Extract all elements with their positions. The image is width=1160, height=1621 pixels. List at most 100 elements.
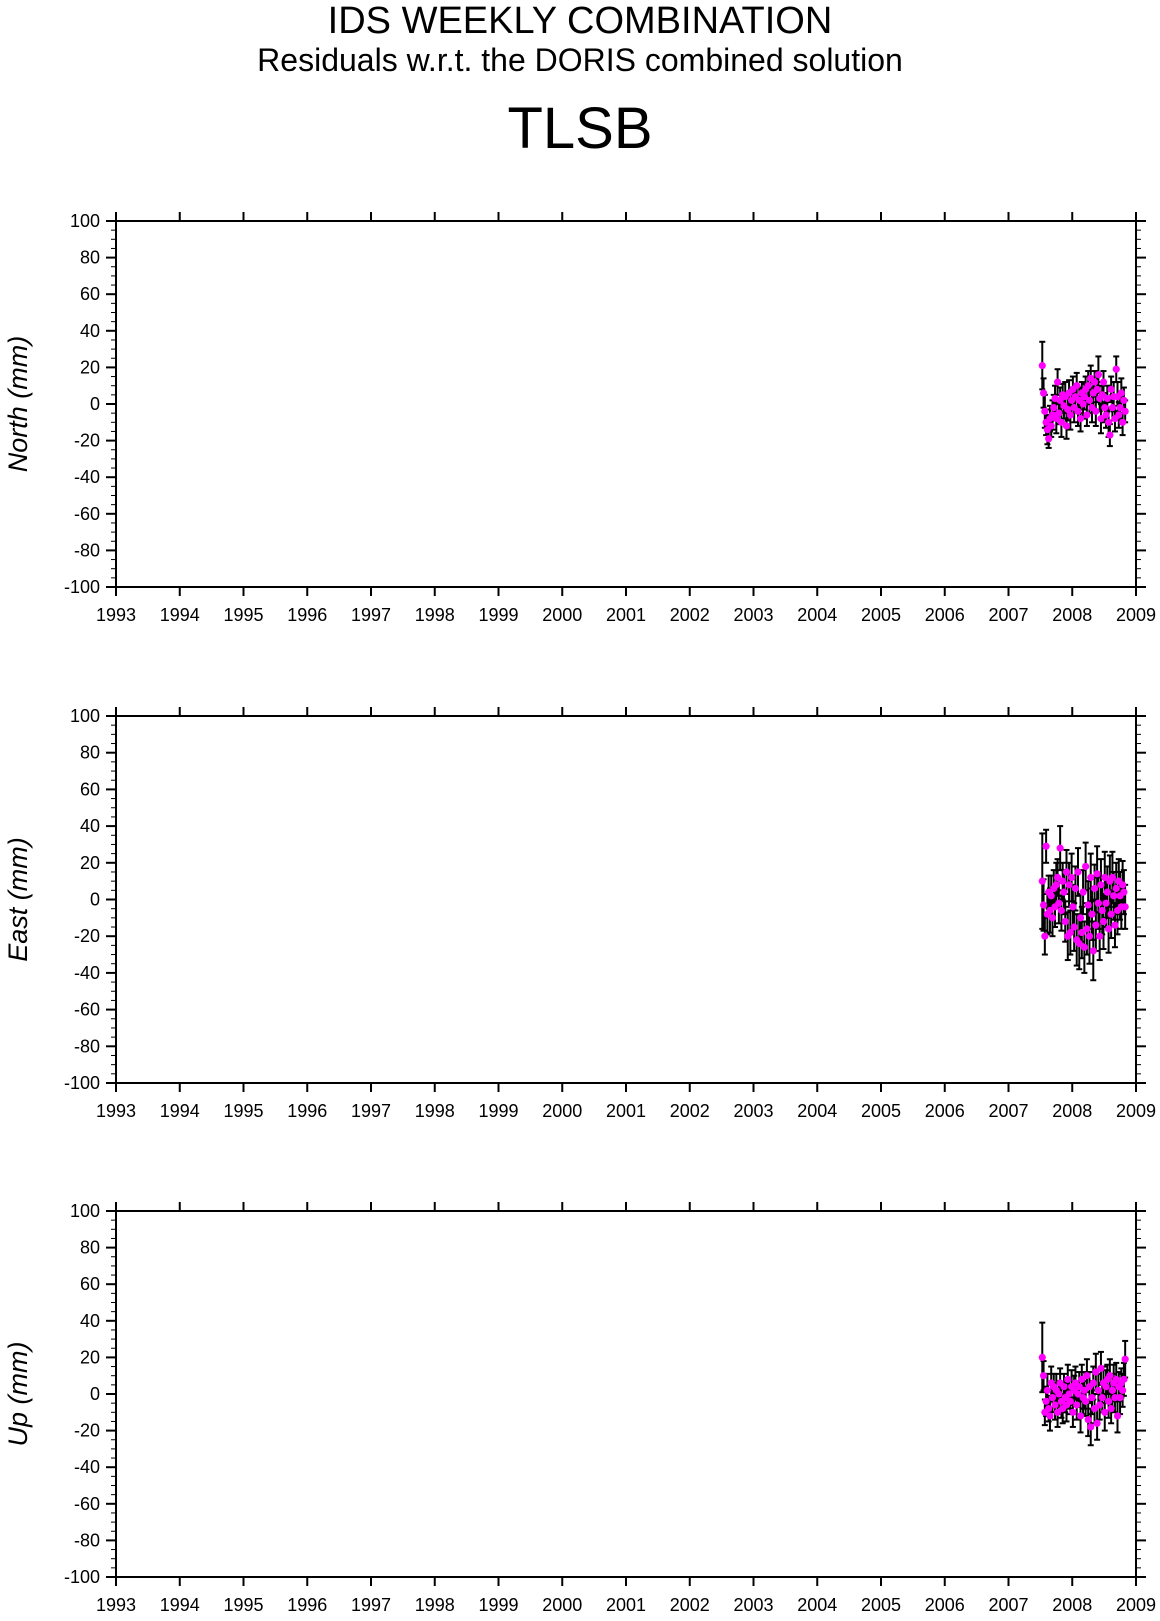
data-point [1115, 411, 1123, 419]
data-point [1121, 903, 1129, 911]
x-tick-label: 1997 [351, 1101, 391, 1121]
y-axis-label: North (mm) [3, 336, 33, 473]
data-point [1103, 888, 1111, 896]
data-point [1082, 862, 1090, 871]
y-tick-label: -80 [74, 1036, 100, 1056]
data-point [1094, 899, 1102, 907]
data-point [1116, 404, 1124, 412]
x-tick-label: 2004 [797, 1101, 837, 1121]
data-point [1119, 1386, 1127, 1394]
x-tick-label: 2007 [988, 1595, 1028, 1615]
plot-frame [115, 220, 1137, 588]
x-tick-label: 1996 [287, 1595, 327, 1615]
x-tick-label: 2003 [733, 1595, 773, 1615]
data-point [1101, 1408, 1109, 1416]
x-tick-label: 2007 [988, 1101, 1028, 1121]
data-point [1106, 1372, 1114, 1380]
data-point [1093, 870, 1101, 878]
data-point [1074, 868, 1082, 876]
station-name: TLSB [507, 96, 653, 161]
data-point [1075, 1383, 1083, 1391]
data-point [1065, 881, 1073, 889]
x-tick-label: 2002 [670, 1595, 710, 1615]
data-point [1076, 1412, 1085, 1420]
data-point [1076, 415, 1085, 423]
data-point [1055, 409, 1063, 417]
data-point [1053, 873, 1062, 882]
y-tick-label: -60 [74, 1000, 100, 1020]
y-tick-label: 20 [80, 357, 100, 377]
data-point [1056, 396, 1064, 404]
y-tick-label: 100 [70, 1201, 100, 1221]
y-tick-label: 0 [90, 394, 100, 414]
data-point [1080, 943, 1088, 951]
x-tick-label: 2006 [925, 1595, 965, 1615]
data-point [1113, 1412, 1122, 1420]
data-point [1056, 844, 1064, 852]
data-point [1103, 394, 1111, 403]
data-point [1066, 928, 1074, 937]
x-tick-label: 2008 [1052, 1101, 1092, 1121]
data-point [1121, 1355, 1129, 1363]
data-point [1060, 1383, 1068, 1391]
y-tick-label: -20 [74, 926, 100, 946]
data-point [1045, 1405, 1053, 1413]
data-point [1104, 925, 1113, 933]
data-point [1092, 407, 1100, 415]
chart-panel-1: 1993 1994 1995 1996 1997 1998 1999 2000 2001 2002… [3, 706, 1156, 1121]
chart-panel-2: 1993 1994 1995 1996 1997 1998 1999 2000 2001 2002… [3, 1201, 1156, 1615]
x-tick-label: 2009 [1116, 605, 1156, 625]
plot-frame [115, 1210, 1137, 1578]
data-point [1097, 881, 1105, 889]
y-tick-label: -100 [64, 1073, 100, 1093]
x-tick-label: 2007 [988, 605, 1028, 625]
data-point [1039, 901, 1048, 909]
data-point [1099, 917, 1108, 926]
data-point [1076, 914, 1085, 922]
data-point [1104, 1397, 1113, 1405]
data-point [1108, 404, 1117, 412]
data-point [1096, 1401, 1104, 1409]
x-tick-label: 1994 [160, 1595, 200, 1615]
x-tick-label: 1995 [223, 1595, 263, 1615]
x-tick-label: 2005 [861, 1595, 901, 1615]
y-tick-label: 80 [80, 248, 100, 268]
data-point [1101, 873, 1109, 882]
data-point [1047, 892, 1055, 900]
x-tick-label: 1997 [351, 1595, 391, 1615]
data-point [1061, 917, 1069, 926]
data-point [1098, 906, 1106, 915]
data-point [1107, 910, 1115, 918]
data-point [1041, 932, 1049, 940]
data-point [1048, 1394, 1057, 1402]
x-tick-label: 1997 [351, 605, 391, 625]
x-tick-label: 2006 [925, 1101, 965, 1121]
data-point [1050, 404, 1058, 412]
x-tick-label: 1998 [415, 1595, 455, 1615]
data-point [1066, 1397, 1074, 1405]
x-tick-label: 2001 [606, 605, 646, 625]
data-point [1119, 418, 1127, 426]
data-point [1119, 881, 1127, 889]
y-tick-label: -40 [74, 1457, 100, 1477]
x-tick-label: 1999 [478, 605, 518, 625]
data-point [1065, 1390, 1073, 1398]
data-point [1089, 947, 1097, 955]
data-point [1087, 873, 1095, 882]
data-point [1088, 910, 1096, 918]
data-point [1055, 899, 1063, 907]
data-point [1082, 1397, 1090, 1405]
y-tick-label: 60 [80, 1274, 100, 1294]
data-point [1068, 873, 1076, 882]
data-point [1094, 1386, 1102, 1394]
data-point [1088, 1394, 1096, 1402]
y-tick-label: -40 [74, 963, 100, 983]
data-point [1089, 1379, 1097, 1387]
data-point [1098, 391, 1106, 399]
data-point [1104, 418, 1113, 426]
data-point [1090, 1405, 1099, 1413]
data-point [1116, 1394, 1124, 1402]
x-tick-label: 2000 [542, 1101, 582, 1121]
data-point [1047, 422, 1055, 430]
data-point [1038, 1353, 1046, 1361]
